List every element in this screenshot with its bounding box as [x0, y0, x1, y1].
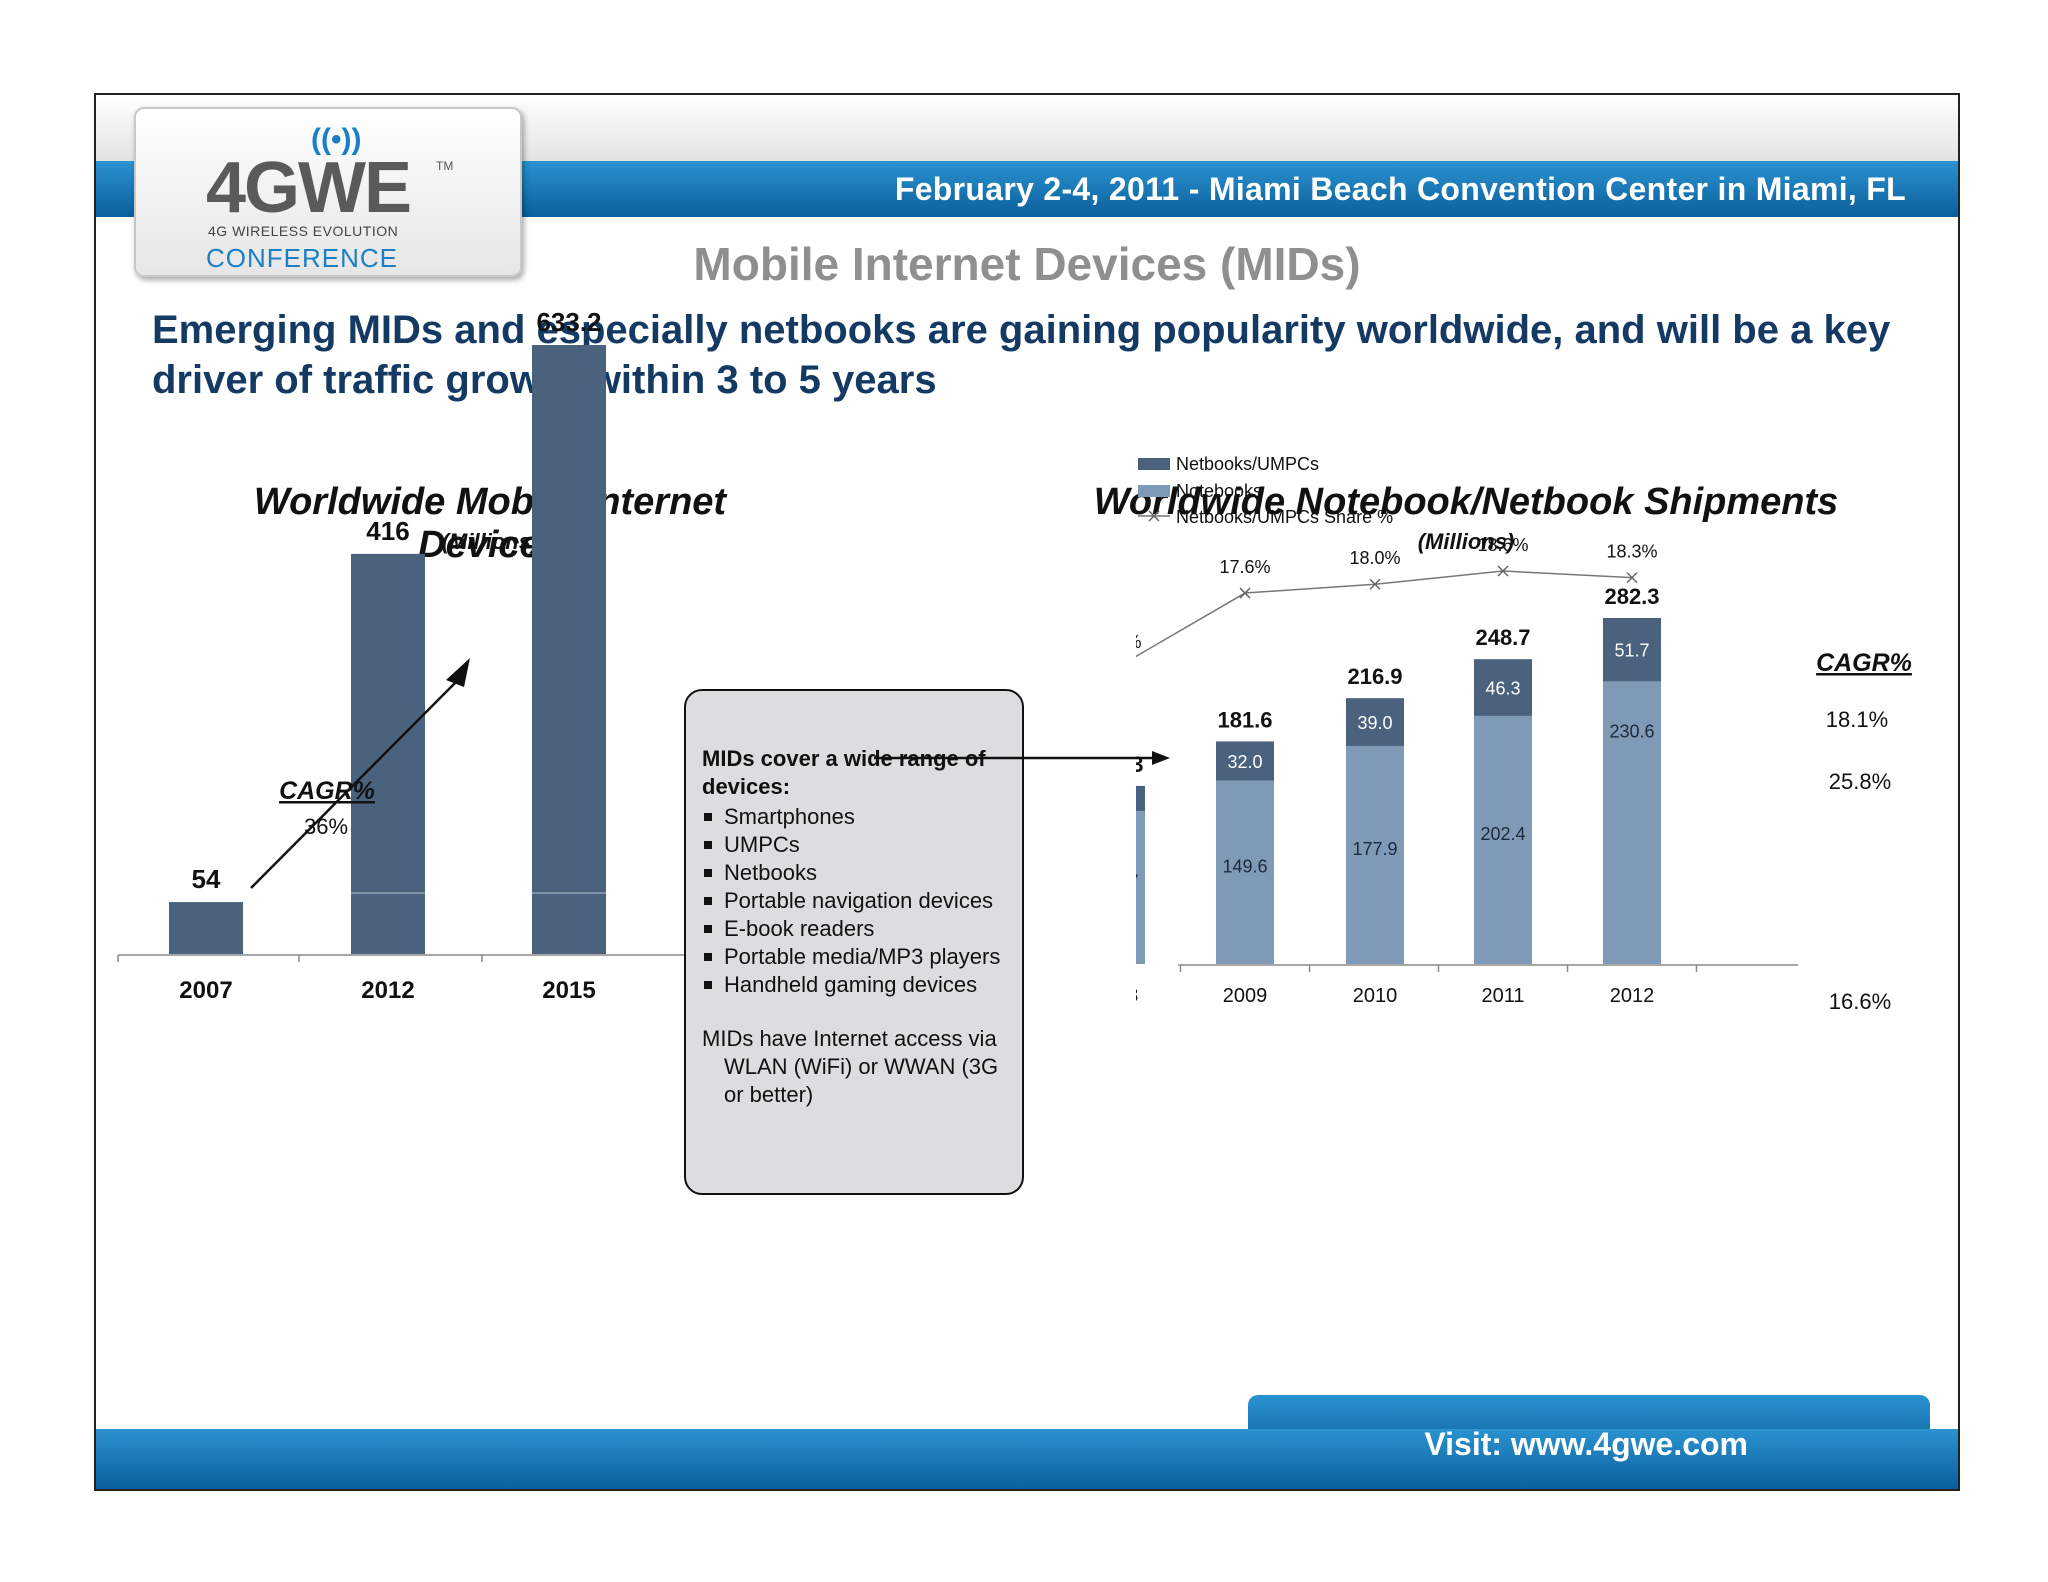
bar-notebooks [1346, 745, 1404, 964]
share-label: 14.2% [1136, 632, 1142, 652]
x-tick-label: 2012 [361, 977, 414, 1004]
list-item: E-book readers [702, 915, 1008, 943]
cagr-label: CAGR% [279, 777, 375, 805]
x-tick-label: 2007 [179, 977, 232, 1004]
x-tick-label: 2010 [1353, 985, 1398, 1007]
shipments-chart: 124.720.6145.32008149.632.0181.62009177.… [1136, 454, 1912, 1014]
share-point [1239, 587, 1251, 599]
bar-netbooks [1136, 785, 1145, 812]
segment-label-netbooks: 51.7 [1614, 641, 1649, 661]
x-tick-label: 2008 [1136, 985, 1138, 1007]
callout-arrow [874, 751, 1170, 765]
bar-value-label: 416 [366, 516, 409, 546]
slide: February 2-4, 2011 - Miami Beach Convent… [94, 93, 1960, 1491]
segment-label-netbooks: 46.3 [1485, 679, 1520, 699]
share-point [1497, 565, 1509, 577]
segment-label-netbooks: 39.0 [1357, 713, 1392, 733]
cagr-value: 36% [304, 814, 348, 839]
bar-netbooks [1216, 741, 1274, 781]
x-tick-label: 2011 [1481, 985, 1524, 1007]
list-item: Portable navigation devices [702, 887, 1008, 915]
list-item: UMPCs [702, 831, 1008, 859]
total-label: 145.3 [1136, 752, 1144, 777]
event-line: February 2-4, 2011 - Miami Beach Convent… [894, 171, 1906, 207]
share-label: 17.6% [1219, 557, 1270, 577]
segment-label-notebooks: 230.6 [1609, 721, 1654, 741]
share-label: 18.6% [1477, 535, 1528, 555]
legend-swatch-notebooks [1138, 485, 1170, 497]
cagr-label: CAGR% [1816, 649, 1912, 677]
legend-label-notebooks: Notebooks [1176, 481, 1262, 501]
segment-label-netbooks: 32.0 [1227, 752, 1262, 772]
bar-notebooks [1474, 715, 1532, 964]
chart-2-title: Worldwide Notebook/Netbook Shipments [1093, 481, 1839, 523]
bar-netbooks [1346, 698, 1404, 746]
total-label: 216.9 [1347, 664, 1402, 689]
list-item: Portable media/MP3 players [702, 943, 1008, 971]
chart-1-unit: (Millions) [441, 529, 539, 554]
total-label: 282.3 [1604, 584, 1659, 609]
bar [169, 902, 243, 954]
list-item: Smartphones [702, 803, 1008, 831]
segment-label-notebooks: 124.7 [1136, 872, 1139, 892]
cagr-total: 18.1% [1826, 707, 1888, 732]
logo-conference: CONFERENCE [206, 243, 399, 273]
chart-1-title: Worldwide Mobile Internet Devices [253, 481, 727, 566]
cagr-notebooks: 16.6% [1829, 989, 1891, 1014]
chart-2-unit: (Millions) [1417, 529, 1515, 554]
segment-label-notebooks: 149.6 [1222, 856, 1267, 876]
callout-note: MIDs have Internet access via WLAN (WiFi… [702, 1026, 999, 1107]
footer-band [96, 1429, 1958, 1489]
legend-swatch-netbooks [1138, 458, 1170, 470]
share-point [1369, 578, 1381, 590]
conference-logo: ((•)) 4GWE TM 4G WIRELESS EVOLUTION CONF… [134, 107, 522, 277]
growth-arrow-line [250, 681, 457, 889]
x-tick-label: 2012 [1610, 985, 1655, 1007]
bar-notebooks [1603, 681, 1661, 964]
share-point [1626, 572, 1638, 584]
logo-trademark: TM [436, 159, 454, 173]
share-label: 18.3% [1606, 542, 1657, 562]
callout-list: Smartphones UMPCs Netbooks Portable navi… [702, 803, 1008, 999]
x-tick-label: 2015 [542, 977, 595, 1004]
list-item: Netbooks [702, 859, 1008, 887]
bar-value-label: 633.2 [536, 307, 601, 337]
cagr-netbooks: 25.8% [1829, 769, 1891, 794]
bar-notebooks [1136, 811, 1145, 964]
logo-wordmark: 4GWE [206, 148, 412, 228]
footer-visit-link[interactable]: Visit: www.4gwe.com [1424, 1426, 1748, 1462]
growth-arrow-head [446, 658, 470, 687]
logo-subtitle: 4G WIRELESS EVOLUTION [208, 223, 399, 239]
list-item: Handheld gaming devices [702, 971, 1008, 999]
bar-netbooks [1603, 618, 1661, 682]
share-label: 18.0% [1349, 548, 1400, 568]
segment-label-notebooks: 202.4 [1480, 824, 1525, 844]
bar [351, 553, 425, 954]
arrow-head [1152, 751, 1170, 765]
slide-title: Mobile Internet Devices (MIDs) [693, 238, 1361, 290]
x-tick-label: 2009 [1223, 985, 1268, 1007]
bar-netbooks [1474, 659, 1532, 716]
mid-callout-box: MIDs cover a wide range of devices: Smar… [684, 689, 1024, 1195]
legend-marker-share [1148, 510, 1160, 522]
total-label: 248.7 [1475, 625, 1530, 650]
segment-label-notebooks: 177.9 [1352, 839, 1397, 859]
signal-icon: ((•)) [311, 123, 362, 156]
bar [532, 345, 606, 954]
legend-label-share: Netbooks/UMPCs Share % [1176, 507, 1393, 527]
bar-value-label: 54 [192, 864, 221, 894]
bar-notebooks [1216, 780, 1274, 964]
mid-chart: 54 2007 416 2012 633.2 2015 CAGR% 36% [117, 307, 695, 1004]
total-label: 181.6 [1217, 707, 1272, 732]
legend-label-netbooks: Netbooks/UMPCs [1176, 454, 1319, 474]
